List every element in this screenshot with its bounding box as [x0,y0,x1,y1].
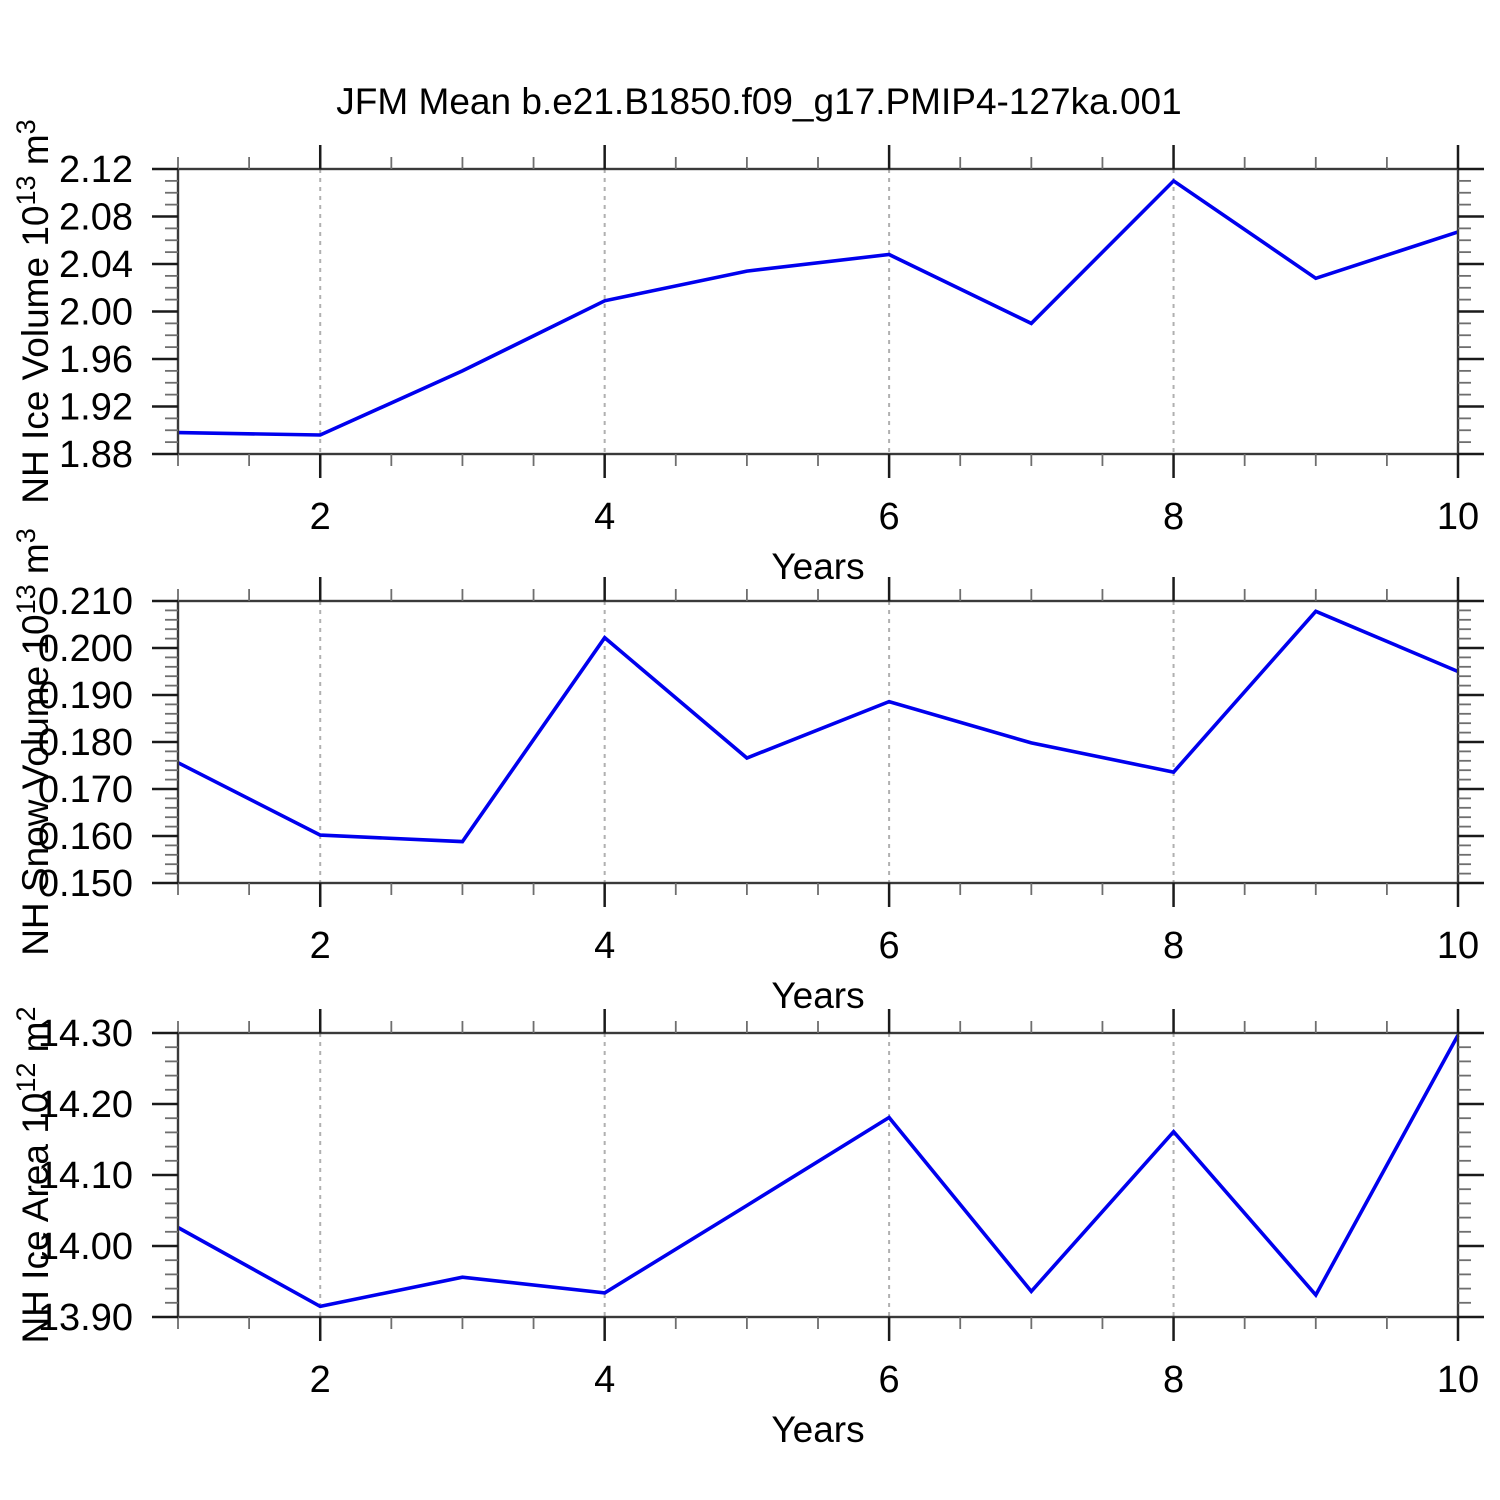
x-tick-label: 4 [594,1359,615,1401]
y-axis-label: NH Snow Volume 1013 m3 [11,528,56,956]
plot-frame [176,1031,1460,1319]
y-tick-label: 14.20 [38,1084,133,1126]
x-tick-label: 2 [310,496,331,538]
plot-frame [176,599,1460,885]
nh-ice-volume-line [177,178,1459,437]
y-tick-label: 14.10 [38,1155,133,1197]
panel-1-nh-ice-volume: 1.88 1.92 1.96 2.00 2.04 2.08 2.12 2 4 6 8 10 Years N… [11,119,1484,587]
y-tick-label: 0.150 [38,863,133,905]
x-tick-label: 4 [594,496,615,538]
panel-2-nh-snow-volume: 0.150 0.160 0.170 0.180 0.190 0.200 0.210 2 4 6 8 1… [11,528,1484,1016]
y-tick-label: 13.90 [38,1297,133,1339]
y-tick-label: 0.180 [38,722,133,764]
y-axis-label: NH Ice Volume 1013 m3 [11,119,56,503]
y-tick-label: 1.96 [59,339,133,381]
y-tick-label: 0.160 [38,816,133,858]
y-tick-label: 0.210 [38,581,133,623]
x-tick-label: 6 [879,496,900,538]
nh-ice-area-line [177,1034,1460,1309]
y-tick-label: 14.30 [38,1013,133,1055]
y-tick-label: 14.00 [38,1226,133,1268]
y-tick-label: 2.08 [59,197,133,239]
y-tick-label: 0.170 [38,769,133,811]
x-tick-label: 2 [310,1359,331,1401]
y-tick-label: 1.88 [59,434,133,476]
x-tick-label: 8 [1163,1359,1184,1401]
y-tick-label: 0.200 [38,628,133,670]
y-tick-label: 2.00 [59,292,133,334]
nh-snow-volume-line [177,609,1459,844]
x-tick-label: 10 [1437,496,1479,538]
y-tick-label: 1.92 [59,387,133,429]
x-tick-label: 8 [1163,496,1184,538]
x-axis-label: Years [771,1409,864,1450]
y-tick-label: 2.12 [59,149,133,191]
x-tick-label: 6 [879,1359,900,1401]
x-axis-label: Years [771,975,864,1016]
y-tick-label: 0.190 [38,675,133,717]
plot-title: JFM Mean b.e21.B1850.f09_g17.PMIP4-127ka… [336,81,1182,122]
x-axis-label: Years [771,546,864,587]
x-tick-label: 8 [1163,925,1184,967]
x-tick-label: 10 [1437,1359,1479,1401]
y-axis-label: NH Ice Area 1012 m2 [11,1006,56,1343]
x-tick-label: 4 [594,925,615,967]
x-tick-label: 2 [310,925,331,967]
panel-3-nh-ice-area: 13.90 14.00 14.10 14.20 14.30 2 4 6 8 10 Years NH I… [11,1006,1484,1450]
x-tick-label: 6 [879,925,900,967]
y-tick-label: 2.04 [59,244,133,286]
x-tick-label: 10 [1437,925,1479,967]
